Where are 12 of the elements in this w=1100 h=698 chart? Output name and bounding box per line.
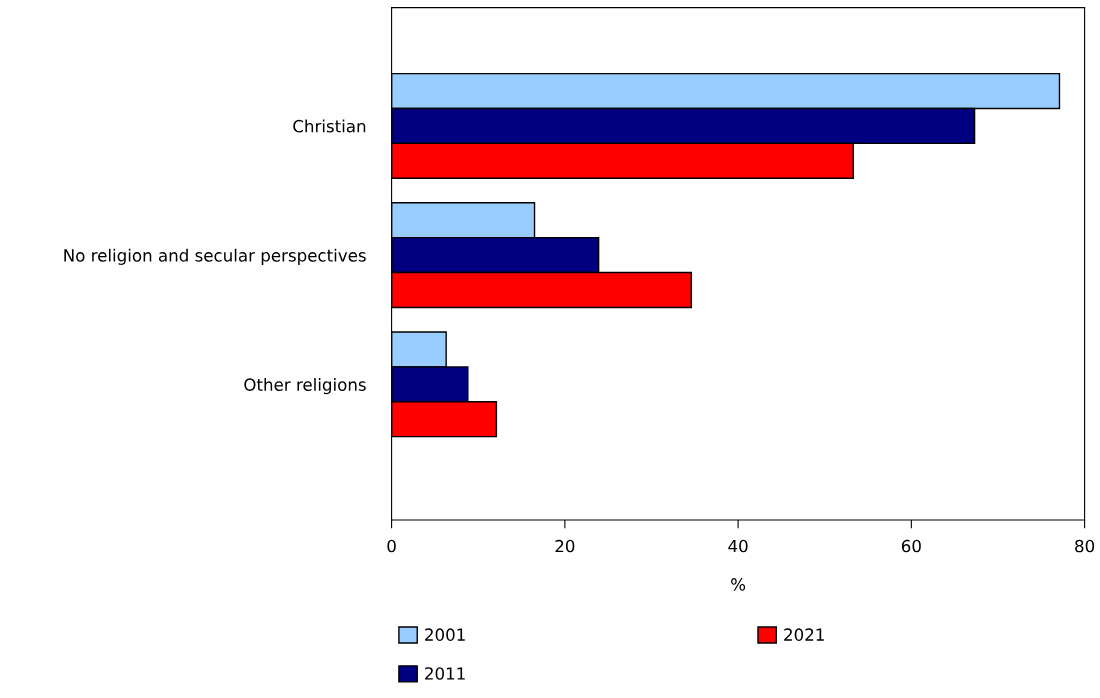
x-tick-label: 40 — [728, 539, 748, 553]
x-axis-title: % — [731, 578, 746, 591]
x-tick-label: 20 — [555, 539, 575, 553]
legend-label: 2001 — [425, 628, 465, 641]
legend-label: 2011 — [425, 667, 465, 680]
x-tick-label: 80 — [1075, 539, 1095, 553]
y-tick-label: Other religions — [244, 378, 366, 395]
y-tick-label: Christian — [293, 119, 366, 133]
x-tick-label: 0 — [387, 539, 396, 553]
y-tick-label: No religion and secular perspectives — [64, 248, 366, 265]
x-tick-label: 60 — [901, 539, 921, 553]
legend-label: 2021 — [784, 628, 824, 641]
